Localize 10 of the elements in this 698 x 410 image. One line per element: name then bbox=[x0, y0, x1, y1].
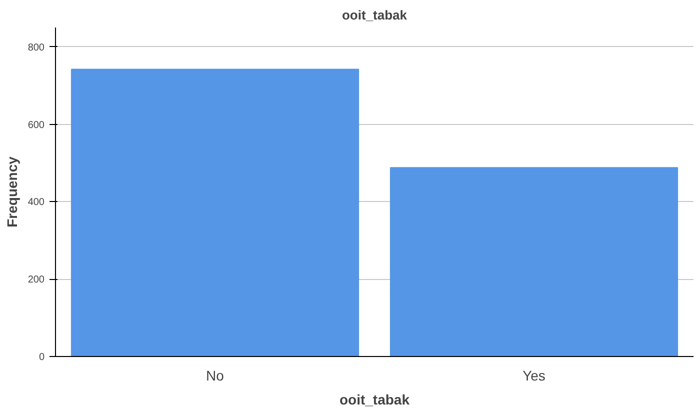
y-tick-label: 800 bbox=[28, 42, 45, 54]
y-axis-title: Frequency bbox=[4, 156, 20, 228]
y-tick-label: 400 bbox=[28, 197, 45, 208]
x-axis-title: ooit_tabak bbox=[339, 392, 410, 408]
y-tick-label: 600 bbox=[28, 120, 45, 131]
x-tick-label: No bbox=[206, 368, 224, 384]
x-tick-label: Yes bbox=[522, 368, 546, 384]
chart-title: ooit_tabak bbox=[342, 8, 408, 22]
y-tick-label: 0 bbox=[38, 352, 45, 363]
y-tick-label: 200 bbox=[28, 274, 45, 286]
